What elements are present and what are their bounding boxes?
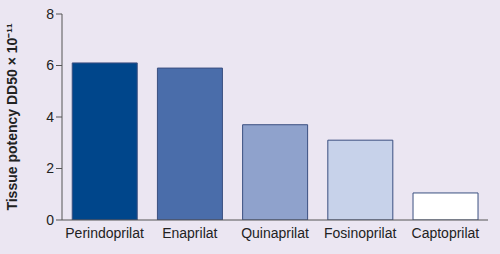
svg-text:Perindoprilat: Perindoprilat xyxy=(65,225,144,241)
svg-text:Tissue potency DD50 × 10⁻¹¹: Tissue potency DD50 × 10⁻¹¹ xyxy=(8,23,20,211)
svg-text:Quinaprilat: Quinaprilat xyxy=(241,225,309,241)
svg-text:Fosinoprilat: Fosinoprilat xyxy=(324,225,396,241)
svg-text:0: 0 xyxy=(46,212,54,228)
svg-text:Captoprilat: Captoprilat xyxy=(412,225,480,241)
svg-text:Enaprilat: Enaprilat xyxy=(162,225,217,241)
svg-text:2: 2 xyxy=(46,160,54,176)
svg-text:6: 6 xyxy=(46,57,54,73)
svg-text:8: 8 xyxy=(46,6,54,22)
svg-text:4: 4 xyxy=(46,109,54,125)
